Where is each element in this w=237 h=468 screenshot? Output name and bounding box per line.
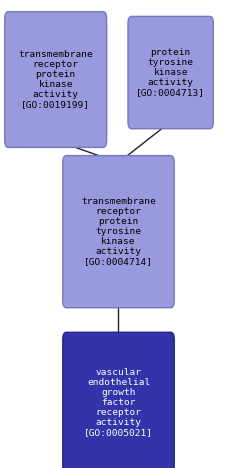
FancyBboxPatch shape	[63, 332, 174, 468]
FancyBboxPatch shape	[5, 12, 107, 147]
FancyBboxPatch shape	[128, 16, 213, 129]
Text: transmembrane
receptor
protein
tyrosine
kinase
activity
[GO:0004714]: transmembrane receptor protein tyrosine …	[81, 197, 156, 266]
Text: transmembrane
receptor
protein
kinase
activity
[GO:0019199]: transmembrane receptor protein kinase ac…	[18, 50, 93, 109]
Text: vascular
endothelial
growth
factor
receptor
activity
[GO:0005021]: vascular endothelial growth factor recep…	[84, 368, 153, 437]
Text: protein
tyrosine
kinase
activity
[GO:0004713]: protein tyrosine kinase activity [GO:000…	[136, 48, 205, 97]
FancyBboxPatch shape	[63, 155, 174, 308]
